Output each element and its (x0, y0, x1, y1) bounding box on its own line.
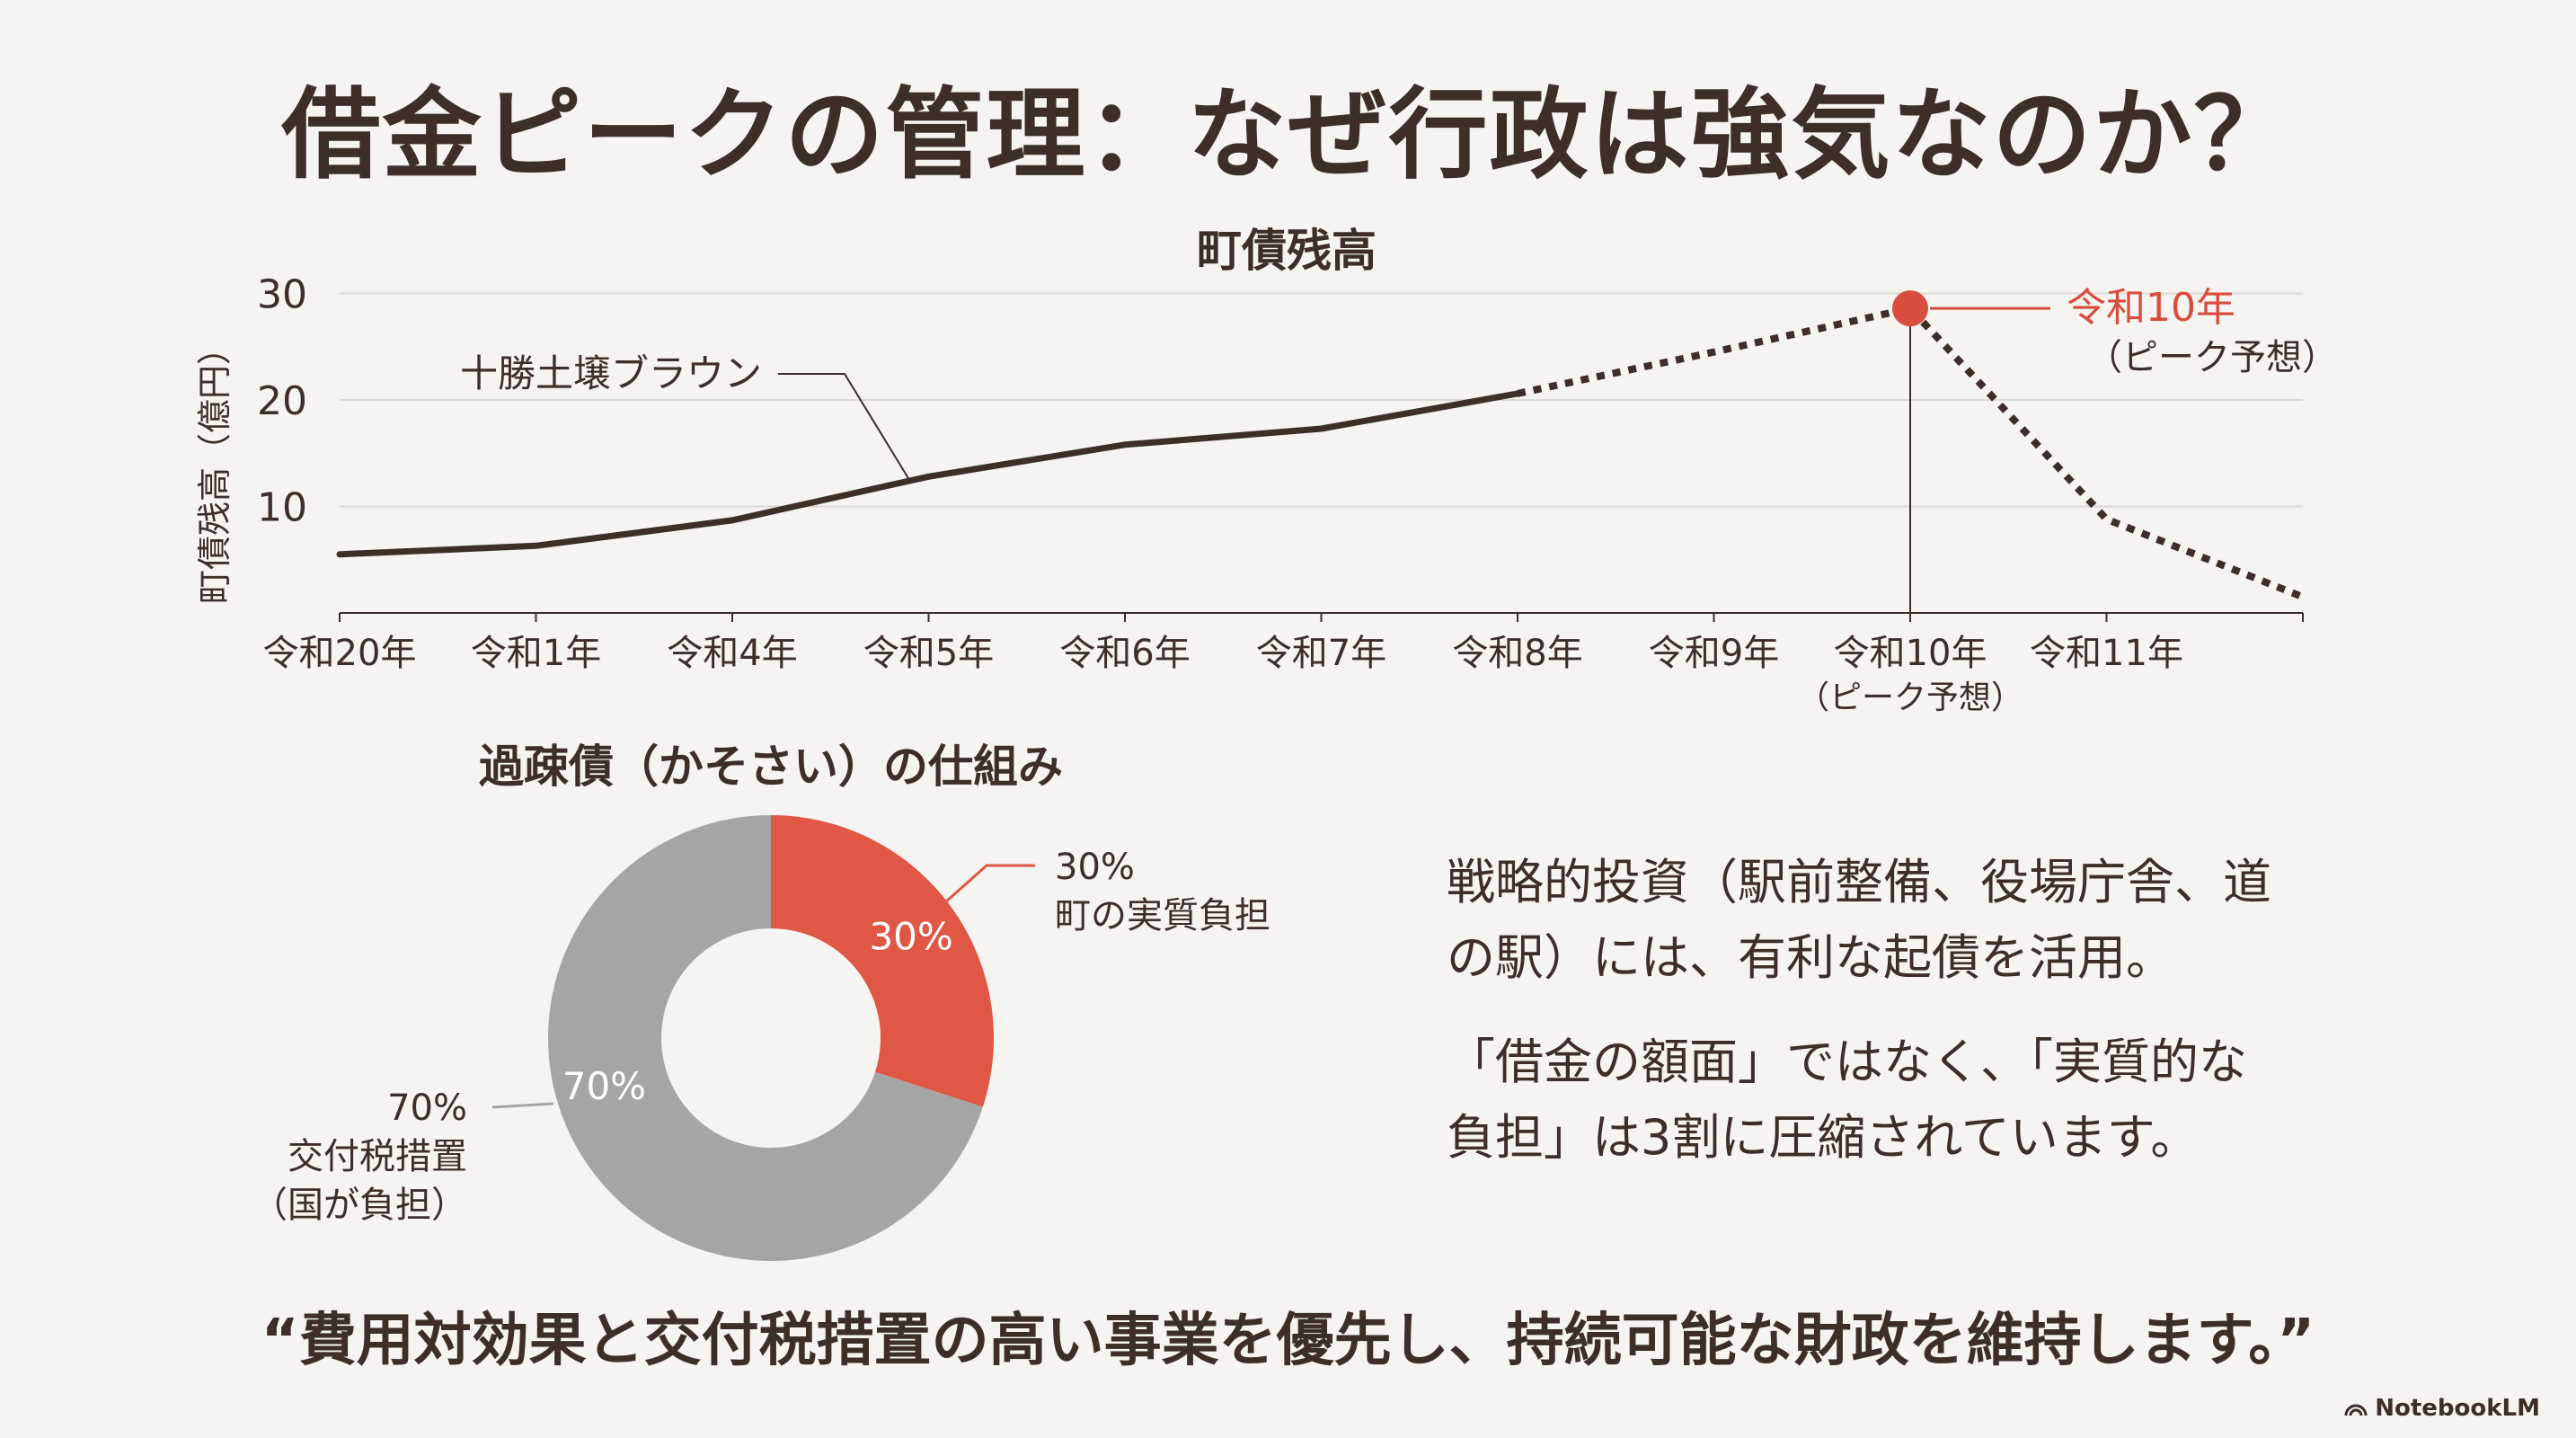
slice-callout-leader (491, 1102, 554, 1109)
paragraph-line: 「借金の額面」ではなく、「実質的な (1447, 1034, 2247, 1090)
debt-balance-line-chart: 町債残高 10 20 30 町債残高（億円） 令和20年 令和1年 令和4年 令和5年 令和6年 令… (195, 225, 2338, 716)
slice-national-tax (548, 815, 983, 1261)
slice-value-label: 70% (562, 1064, 646, 1108)
policy-quote: “費用対効果と交付税措置の高い事業を優先し、持続可能な財政を維持します。” (261, 1308, 2315, 1374)
x-tick-label: 令和5年 (863, 633, 994, 674)
peak-label: 令和10年 (2067, 285, 2235, 331)
slice-town-burden (771, 815, 994, 1107)
series-label-leader (778, 373, 912, 483)
projected-debt-line (1517, 305, 2305, 600)
x-tick-label: 令和6年 (1059, 633, 1190, 674)
paragraph-line: の駅）には、有利な起債を活用。 (1447, 929, 2174, 986)
notebooklm-logo-icon (2344, 1404, 2368, 1416)
slice-callout-sublabel: （国が負担） (252, 1185, 467, 1226)
slide-title: 借金ピークの管理：なぜ行政は強気なのか？ (281, 77, 2295, 192)
y-tick-label: 10 (257, 485, 307, 531)
donut-title: 過疎債（かそさい）の仕組み (479, 741, 1063, 793)
slice-callout-label: 交付税措置 (288, 1136, 467, 1177)
brand-name: NotebookLM (2375, 1395, 2540, 1422)
y-axis-label: 町債残高（億円） (195, 331, 235, 604)
x-tick-label: 令和1年 (471, 633, 601, 674)
paragraph-line: 戦略的投資（駅前整備、役場庁舎、道 (1447, 854, 2271, 910)
x-tick-label: 令和8年 (1452, 633, 1582, 674)
x-tick-label: 令和9年 (1649, 633, 1779, 674)
x-tick-label: 令和20年 (263, 633, 417, 674)
paragraph-strategic-investment: 戦略的投資（駅前整備、役場庁舎、道 の駅）には、有利な起債を活用。 (1447, 845, 2271, 996)
slice-callout-leader (944, 864, 1035, 904)
x-tick-label: 令和7年 (1256, 633, 1386, 674)
slice-value-label: 30% (869, 915, 952, 959)
series-label: 十勝土壌ブラウン (460, 351, 762, 395)
paragraph-real-burden: 「借金の額面」ではなく、「実質的な 負担」は3割に圧縮されています。 (1447, 1025, 2247, 1176)
x-tick-sublabel: （ピーク予想） (1797, 679, 2023, 716)
brand-watermark: NotebookLM (2344, 1395, 2540, 1422)
actual-debt-line (336, 390, 1521, 558)
paragraph-line: 負担」は3割に圧縮されています。 (1447, 1109, 2200, 1166)
x-tick-label: 令和10年 (1834, 633, 1987, 674)
x-tick-label: 令和11年 (2030, 633, 2183, 674)
slice-callout-value: 70% (387, 1087, 467, 1129)
peak-marker (1892, 290, 1928, 327)
slice-callout-value: 30% (1055, 847, 1135, 888)
slice-callout-label: 町の実質負担 (1055, 895, 1270, 936)
chart-title: 町債残高 (1197, 225, 1377, 277)
peak-sublabel: （ピーク予想） (2086, 337, 2338, 378)
y-tick-label: 20 (257, 378, 307, 424)
x-tick-label: 令和4年 (667, 633, 797, 674)
y-tick-label: 30 (257, 272, 307, 318)
